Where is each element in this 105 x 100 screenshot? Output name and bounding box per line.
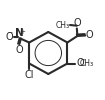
Text: O: O [86,30,93,40]
Text: O: O [76,58,84,69]
Text: CH₃: CH₃ [55,20,70,30]
Text: O: O [6,32,13,42]
Text: O: O [73,18,81,28]
Text: +: + [19,29,25,35]
Text: CH₃: CH₃ [79,59,94,68]
Text: ⁻: ⁻ [7,30,13,40]
Text: Cl: Cl [24,70,34,80]
Text: N: N [15,28,24,38]
Text: O: O [15,44,23,54]
